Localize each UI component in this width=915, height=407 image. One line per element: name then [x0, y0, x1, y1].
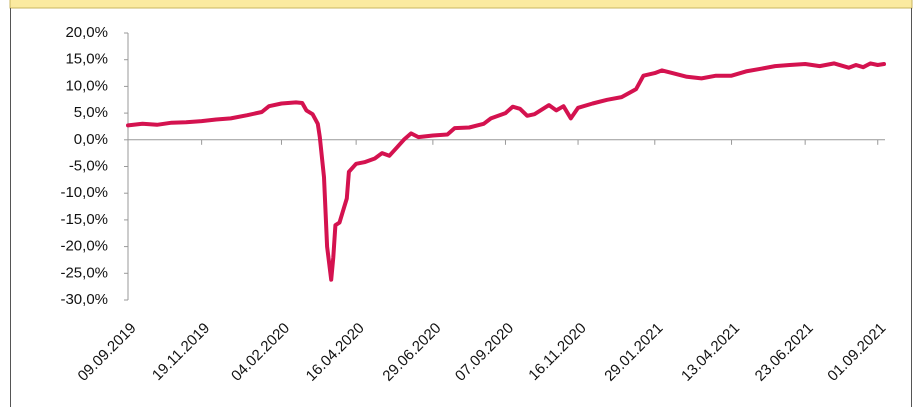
y-tick-label: -30,0% — [60, 291, 108, 308]
header-bar — [9, 0, 913, 9]
y-tick-label: -5,0% — [69, 157, 108, 174]
x-tick-label: 23.06.2021 — [752, 320, 817, 385]
x-tick-label: 13.04.2021 — [678, 320, 743, 385]
x-tick-label: 19.11.2019 — [149, 320, 213, 384]
x-tick-label: 07.09.2020 — [452, 320, 517, 385]
y-tick-label: 10,0% — [65, 77, 108, 94]
y-tick-label: 20,0% — [65, 24, 108, 41]
x-tick-label: 29.01.2021 — [601, 320, 666, 385]
y-tick-label: 0,0% — [74, 131, 108, 148]
y-tick-label: -15,0% — [60, 211, 108, 228]
x-tick-label: 04.02.2020 — [228, 320, 293, 385]
y-tick-label: 15,0% — [65, 51, 108, 68]
y-tick-label: 5,0% — [74, 104, 108, 121]
line — [126, 61, 886, 282]
y-tick-label: -25,0% — [60, 264, 108, 281]
x-tick-label: 29.06.2020 — [379, 320, 444, 385]
x-tick-label: 16.11.2020 — [525, 320, 589, 384]
x-tick-label: 09.09.2019 — [75, 320, 140, 385]
x-tick-label: 16.04.2020 — [303, 320, 368, 385]
y-tick-label: -20,0% — [60, 238, 108, 255]
x-tick-label: 01.09.2021 — [824, 320, 889, 385]
y-tick-label: -10,0% — [60, 184, 108, 201]
